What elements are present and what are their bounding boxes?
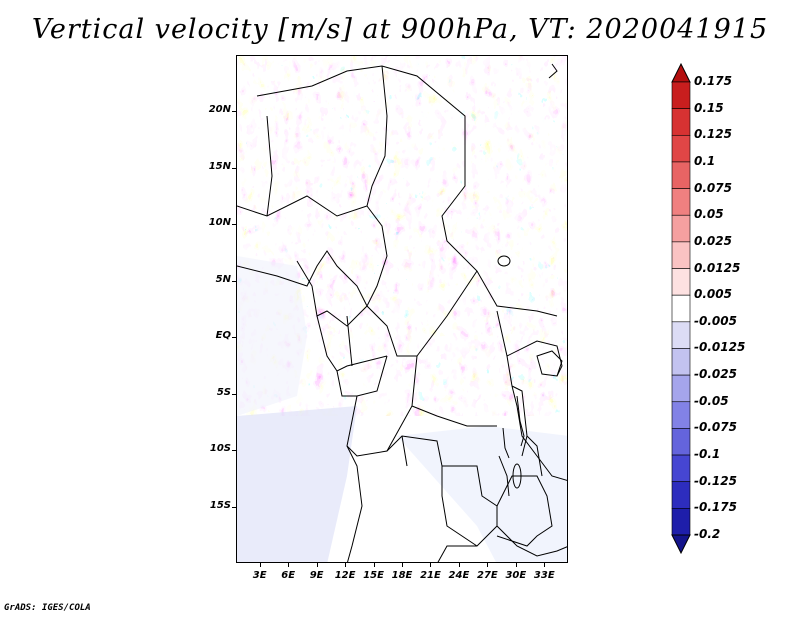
- colorbar-label: -0.075: [694, 420, 737, 435]
- lon-label: 9E: [309, 570, 324, 581]
- colorbar-segment: [671, 481, 691, 509]
- colorbar-top-arrow: [671, 62, 691, 83]
- colorbar-segment: [671, 214, 691, 243]
- lat-tick: [232, 506, 236, 508]
- colorbar-segment: [671, 134, 691, 163]
- lat-tick: [232, 167, 236, 169]
- colorbar-label: -0.125: [694, 473, 737, 488]
- lon-label: 24E: [448, 570, 470, 581]
- colorbar-label: 0.075: [694, 180, 732, 195]
- colorbar-segment: [671, 508, 691, 536]
- lat-tick: [232, 393, 236, 395]
- colorbar-label: 0.15: [694, 100, 724, 115]
- colorbar-bottom-arrow: [671, 534, 691, 555]
- field-south-west-blue: [237, 406, 357, 562]
- lat-tick: [232, 224, 236, 226]
- lat-label: 10N: [208, 217, 231, 229]
- colorbar-label: -0.005: [694, 313, 737, 328]
- lon-tick: [316, 563, 318, 567]
- lat-tick: [232, 337, 236, 339]
- lon-tick: [402, 563, 403, 567]
- colorbar-label: -0.05: [694, 393, 729, 408]
- lon-tick: [288, 563, 290, 567]
- lat-tick: [232, 450, 236, 452]
- lon-label: 12E: [334, 570, 356, 581]
- colorbar-segment: [671, 268, 691, 296]
- lon-tick: [458, 563, 460, 567]
- lat-label: 5S: [216, 386, 231, 398]
- lon-label: 6E: [281, 570, 296, 581]
- colorbar: [671, 62, 691, 555]
- colorbar-segment: [671, 241, 691, 269]
- colorbar-segment: [671, 401, 691, 429]
- colorbar-segment: [671, 428, 691, 456]
- lat-label: 15N: [208, 160, 231, 172]
- colorbar-label: -0.1: [694, 447, 721, 462]
- lat-tick: [232, 111, 236, 113]
- lon-label: 30E: [505, 570, 527, 581]
- lon-label: 21E: [420, 570, 441, 581]
- lat-tick: [232, 280, 236, 282]
- field-atlantic: [237, 256, 307, 416]
- colorbar-label: 0.05: [694, 207, 724, 222]
- colorbar-segment: [671, 161, 691, 189]
- colorbar-label: -0.2: [694, 527, 721, 541]
- lat-label: EQ: [215, 330, 231, 342]
- lon-label: 33E: [533, 570, 555, 581]
- colorbar-segment: [671, 108, 691, 136]
- plot-title: Vertical velocity [m/s] at 900hPa, VT: 2…: [31, 14, 769, 45]
- colorbar-label: 0.1: [694, 153, 716, 168]
- colorbar-segment: [671, 321, 691, 349]
- lakes: [497, 255, 525, 497]
- colorbar-label: -0.0125: [694, 340, 746, 355]
- colorbar-label: 0.025: [694, 233, 732, 248]
- lon-tick: [544, 563, 546, 567]
- colorbar-segment: [671, 188, 691, 216]
- colorbar-label: -0.175: [694, 500, 737, 515]
- colorbar-segment: [671, 374, 691, 403]
- lon-label: 18E: [391, 570, 413, 581]
- lat-label: 10S: [209, 443, 231, 455]
- colorbar-segment: [671, 454, 691, 483]
- colorbar-segment: [671, 294, 691, 323]
- velocity-field: [237, 56, 567, 562]
- colorbar-segment: [671, 81, 691, 109]
- lon-label: 15E: [363, 570, 384, 581]
- lon-tick: [345, 563, 347, 567]
- lon-tick: [259, 563, 261, 567]
- colorbar-label: 0.175: [694, 74, 732, 88]
- colorbar-label: 0.005: [694, 287, 732, 302]
- colorbar-label: 0.0125: [694, 260, 741, 275]
- lon-tick: [515, 563, 517, 567]
- lon-tick: [487, 563, 489, 567]
- colorbar-segment: [671, 348, 691, 376]
- grads-credit: GrADS: IGES/COLA: [4, 603, 91, 613]
- lon-tick: [430, 563, 432, 567]
- lon-label: 3E: [252, 570, 267, 581]
- colorbar-label: -0.025: [694, 367, 737, 382]
- lon-label: 27E: [476, 570, 498, 581]
- country-borders: [237, 63, 567, 562]
- lon-tick: [373, 563, 375, 567]
- colorbar-label: 0.125: [694, 127, 732, 142]
- lat-label: 15S: [209, 499, 231, 511]
- lat-label: 20N: [208, 104, 231, 116]
- map-panel: [236, 55, 568, 563]
- lat-label: 5N: [215, 273, 231, 285]
